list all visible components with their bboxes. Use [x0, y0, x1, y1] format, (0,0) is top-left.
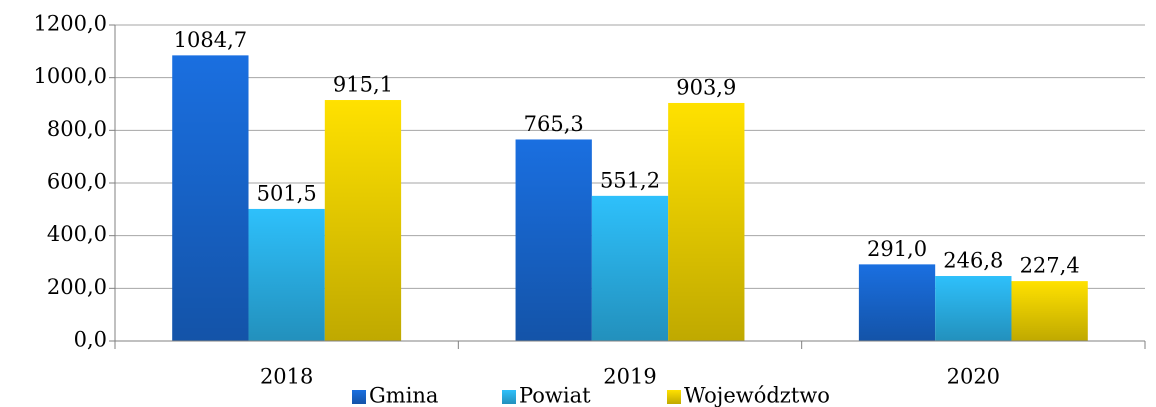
bar-shade: [1011, 281, 1088, 341]
value-label: 903,9: [676, 75, 736, 99]
value-label: 1084,7: [174, 28, 247, 52]
value-label: 227,4: [1020, 254, 1080, 278]
legend-swatch-shade: [352, 390, 366, 404]
y-tick-label: 1200,0: [34, 12, 107, 36]
legend-swatch-shade: [667, 390, 681, 404]
x-tick-label: 2020: [947, 365, 1000, 389]
value-label: 551,2: [600, 168, 660, 192]
y-tick-label: 600,0: [47, 170, 107, 194]
bar-shade: [248, 208, 325, 341]
y-tick-label: 200,0: [47, 275, 107, 299]
bar-shade: [324, 100, 402, 341]
bar-shade: [591, 195, 669, 341]
value-label: 246,8: [943, 249, 1003, 273]
bar-shade: [172, 55, 249, 341]
bar-shade: [515, 139, 592, 341]
y-tick-label: 400,0: [47, 222, 107, 246]
x-tick-label: 2019: [603, 365, 656, 389]
value-label: 501,5: [257, 181, 317, 205]
legend-label: Gmina: [369, 384, 438, 407]
legend-label: Województwo: [684, 384, 830, 407]
value-label: 765,3: [524, 112, 584, 136]
bar-shade: [935, 276, 1012, 341]
y-tick-label: 1000,0: [34, 64, 107, 88]
bar-shade: [858, 264, 936, 341]
value-label: 291,0: [867, 237, 927, 261]
legend-swatch-shade: [502, 390, 516, 404]
legend-label: Powiat: [519, 384, 591, 407]
bar-shade: [668, 102, 745, 342]
x-tick-label: 2018: [260, 365, 313, 389]
y-tick-label: 800,0: [47, 117, 107, 141]
y-tick-label: 0,0: [74, 328, 107, 352]
value-label: 915,1: [333, 73, 393, 97]
